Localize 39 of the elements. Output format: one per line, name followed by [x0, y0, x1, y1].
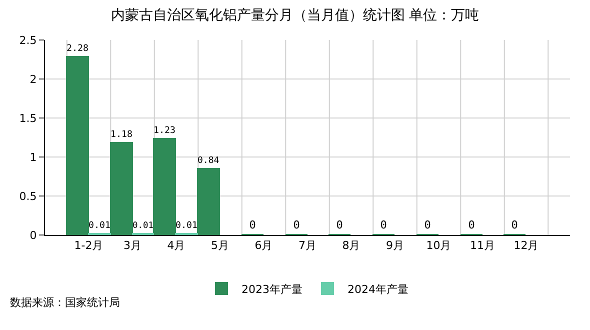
source-note: 数据来源：国家统计局 — [10, 296, 120, 309]
x-tick-label: 12月 — [514, 239, 539, 252]
data-label: 0 — [380, 218, 387, 232]
data-label: 0 — [468, 218, 475, 232]
bar — [66, 56, 89, 235]
y-tick-label: 2 — [30, 72, 37, 86]
y-tick-label: 1 — [30, 150, 37, 164]
x-tick-label: 11月 — [470, 239, 495, 252]
x-tick-label: 10月 — [426, 239, 452, 252]
x-tick-label: 8月 — [342, 239, 360, 252]
data-label: 0.01 — [132, 221, 154, 232]
bar — [153, 138, 176, 235]
data-label: 0 — [511, 218, 518, 232]
data-label: 0 — [424, 218, 431, 232]
chart-title: 内蒙古自治区氧化铝产量分月（当月值）统计图 单位：万吨 — [110, 8, 480, 24]
y-tick-label: 2.5 — [19, 34, 37, 47]
data-label: 0.01 — [176, 221, 198, 232]
y-tick-label: 0.5 — [19, 190, 37, 203]
data-label: 2.28 — [66, 44, 88, 54]
x-tick-label: 7月 — [298, 239, 316, 252]
x-tick-label: 3月 — [124, 239, 142, 252]
data-label: 1.18 — [110, 130, 132, 140]
data-label: 0.84 — [198, 156, 220, 166]
x-tick-label: 1-2月 — [74, 239, 104, 252]
legend-label: 2023年产量 — [242, 282, 302, 296]
y-tick-label: 1.5 — [19, 112, 37, 125]
data-label: 1.23 — [154, 126, 176, 136]
data-label: 0 — [293, 218, 300, 232]
x-tick-label: 9月 — [386, 239, 404, 252]
x-tick-label: 5月 — [211, 239, 229, 252]
data-label: 0.01 — [88, 221, 110, 232]
y-tick-label: 0 — [30, 228, 37, 242]
bar — [110, 142, 133, 235]
x-tick-label: 4月 — [167, 239, 186, 252]
data-label: 0 — [249, 218, 256, 232]
data-label: 0 — [336, 218, 343, 232]
legend-label: 2024年产量 — [348, 282, 408, 296]
x-tick-label: 6月 — [254, 239, 273, 252]
bar — [197, 168, 220, 235]
